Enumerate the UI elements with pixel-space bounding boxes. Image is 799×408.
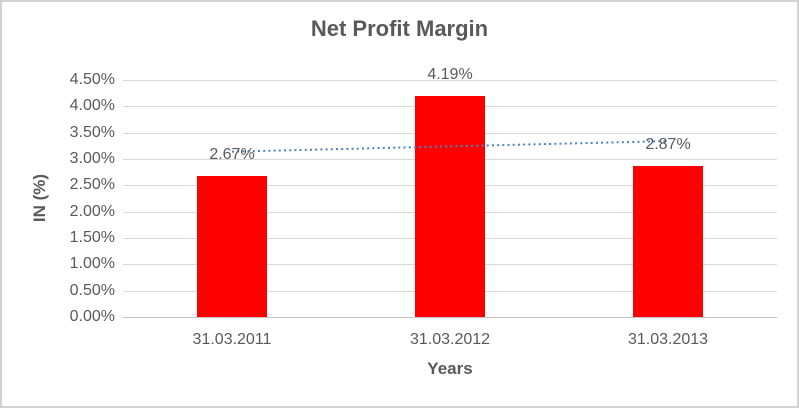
gridline [123,317,777,318]
y-tick-label: 3.50% [69,123,115,141]
x-tick-label: 31.03.2012 [409,331,491,348]
x-tick-label: 31.03.2013 [627,331,709,348]
y-tick-label: 4.00% [69,97,115,115]
plot-area [123,80,777,318]
bar[interactable] [633,165,703,317]
gridline [123,80,777,81]
y-tick-label: 4.50% [69,71,115,88]
bar[interactable] [197,176,267,317]
data-label: 4.19% [427,66,473,84]
data-label: 2.87% [645,135,691,153]
y-tick-label: 0.50% [69,281,115,299]
data-label: 2.67% [209,146,255,164]
y-tick-label: 2.00% [69,202,115,220]
y-tick-label: 3.00% [69,150,115,167]
y-tick-label: 1.00% [69,255,115,273]
y-tick-label: 0.00% [69,308,115,325]
x-axis-title: Years [427,359,473,378]
y-tick-label: 2.50% [69,176,115,194]
x-tick-label: 31.03.2011 [192,331,272,348]
chart-title: Net Profit Margin [310,16,489,41]
bar[interactable] [415,96,485,317]
y-tick-label: 1.50% [69,229,115,246]
